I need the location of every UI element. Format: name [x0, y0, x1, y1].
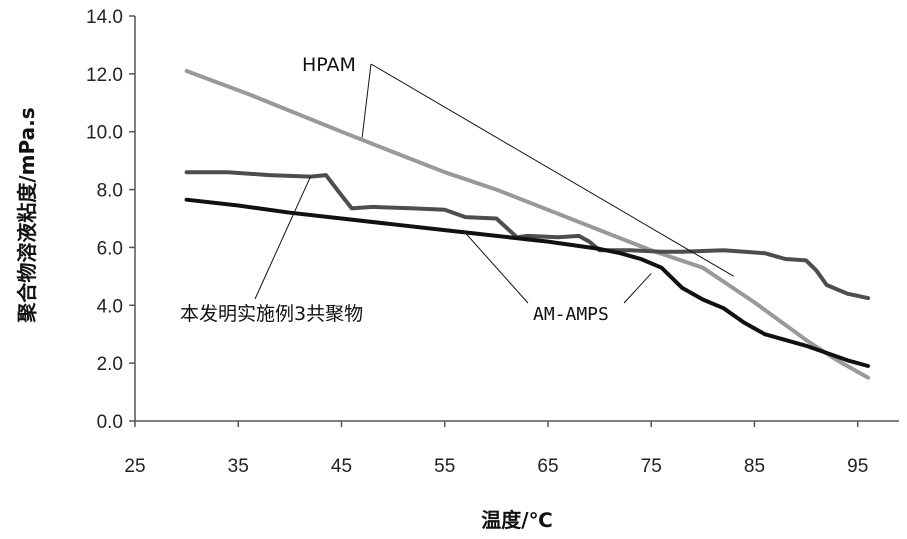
annotation-pointer-am-amps	[465, 233, 528, 303]
x-axis-title: 温度/℃	[481, 508, 553, 532]
x-tick-label: 65	[537, 456, 558, 477]
series-line-invention-copolymer	[187, 172, 868, 298]
y-tick-label: 14.0	[86, 7, 123, 28]
y-tick-label: 0.0	[97, 412, 123, 433]
annotation-am-amps: AM-AMPS	[533, 304, 609, 325]
y-tick-label: 12.0	[86, 65, 123, 86]
x-tick-label: 95	[847, 456, 868, 477]
y-tick-label: 4.0	[97, 296, 123, 317]
annotation-pointer-invention-copolymer	[255, 177, 311, 299]
x-tick-label: 55	[434, 456, 455, 477]
y-tick-label: 10.0	[86, 123, 123, 144]
x-tick-label: 85	[744, 456, 765, 477]
y-tick-label: 6.0	[97, 238, 123, 259]
annotation-invention-copolymer: 本发明实施例3共聚物	[180, 303, 363, 325]
axes	[135, 16, 899, 421]
x-tick-label: 35	[228, 456, 249, 477]
y-tick-labels: 0.0 2.0 4.0 6.0 8.0 10.0 12.0 14.0	[86, 7, 135, 433]
annotation-pointer-hpam	[362, 64, 371, 138]
x-tick-labels: 25 35 45 55 65 75 85 95	[124, 421, 868, 477]
y-axis-title: 聚合物溶液粘度/mPa.s	[15, 107, 39, 323]
x-tick-label: 25	[124, 456, 145, 477]
annotation-pointer-am-amps	[624, 273, 651, 303]
y-tick-label: 8.0	[97, 181, 123, 202]
annotation-hpam: HPAM	[302, 54, 356, 76]
x-tick-label: 75	[641, 456, 662, 477]
annotation-pointer-hpam	[371, 64, 734, 276]
y-tick-label: 2.0	[97, 354, 123, 375]
x-tick-label: 45	[331, 456, 352, 477]
